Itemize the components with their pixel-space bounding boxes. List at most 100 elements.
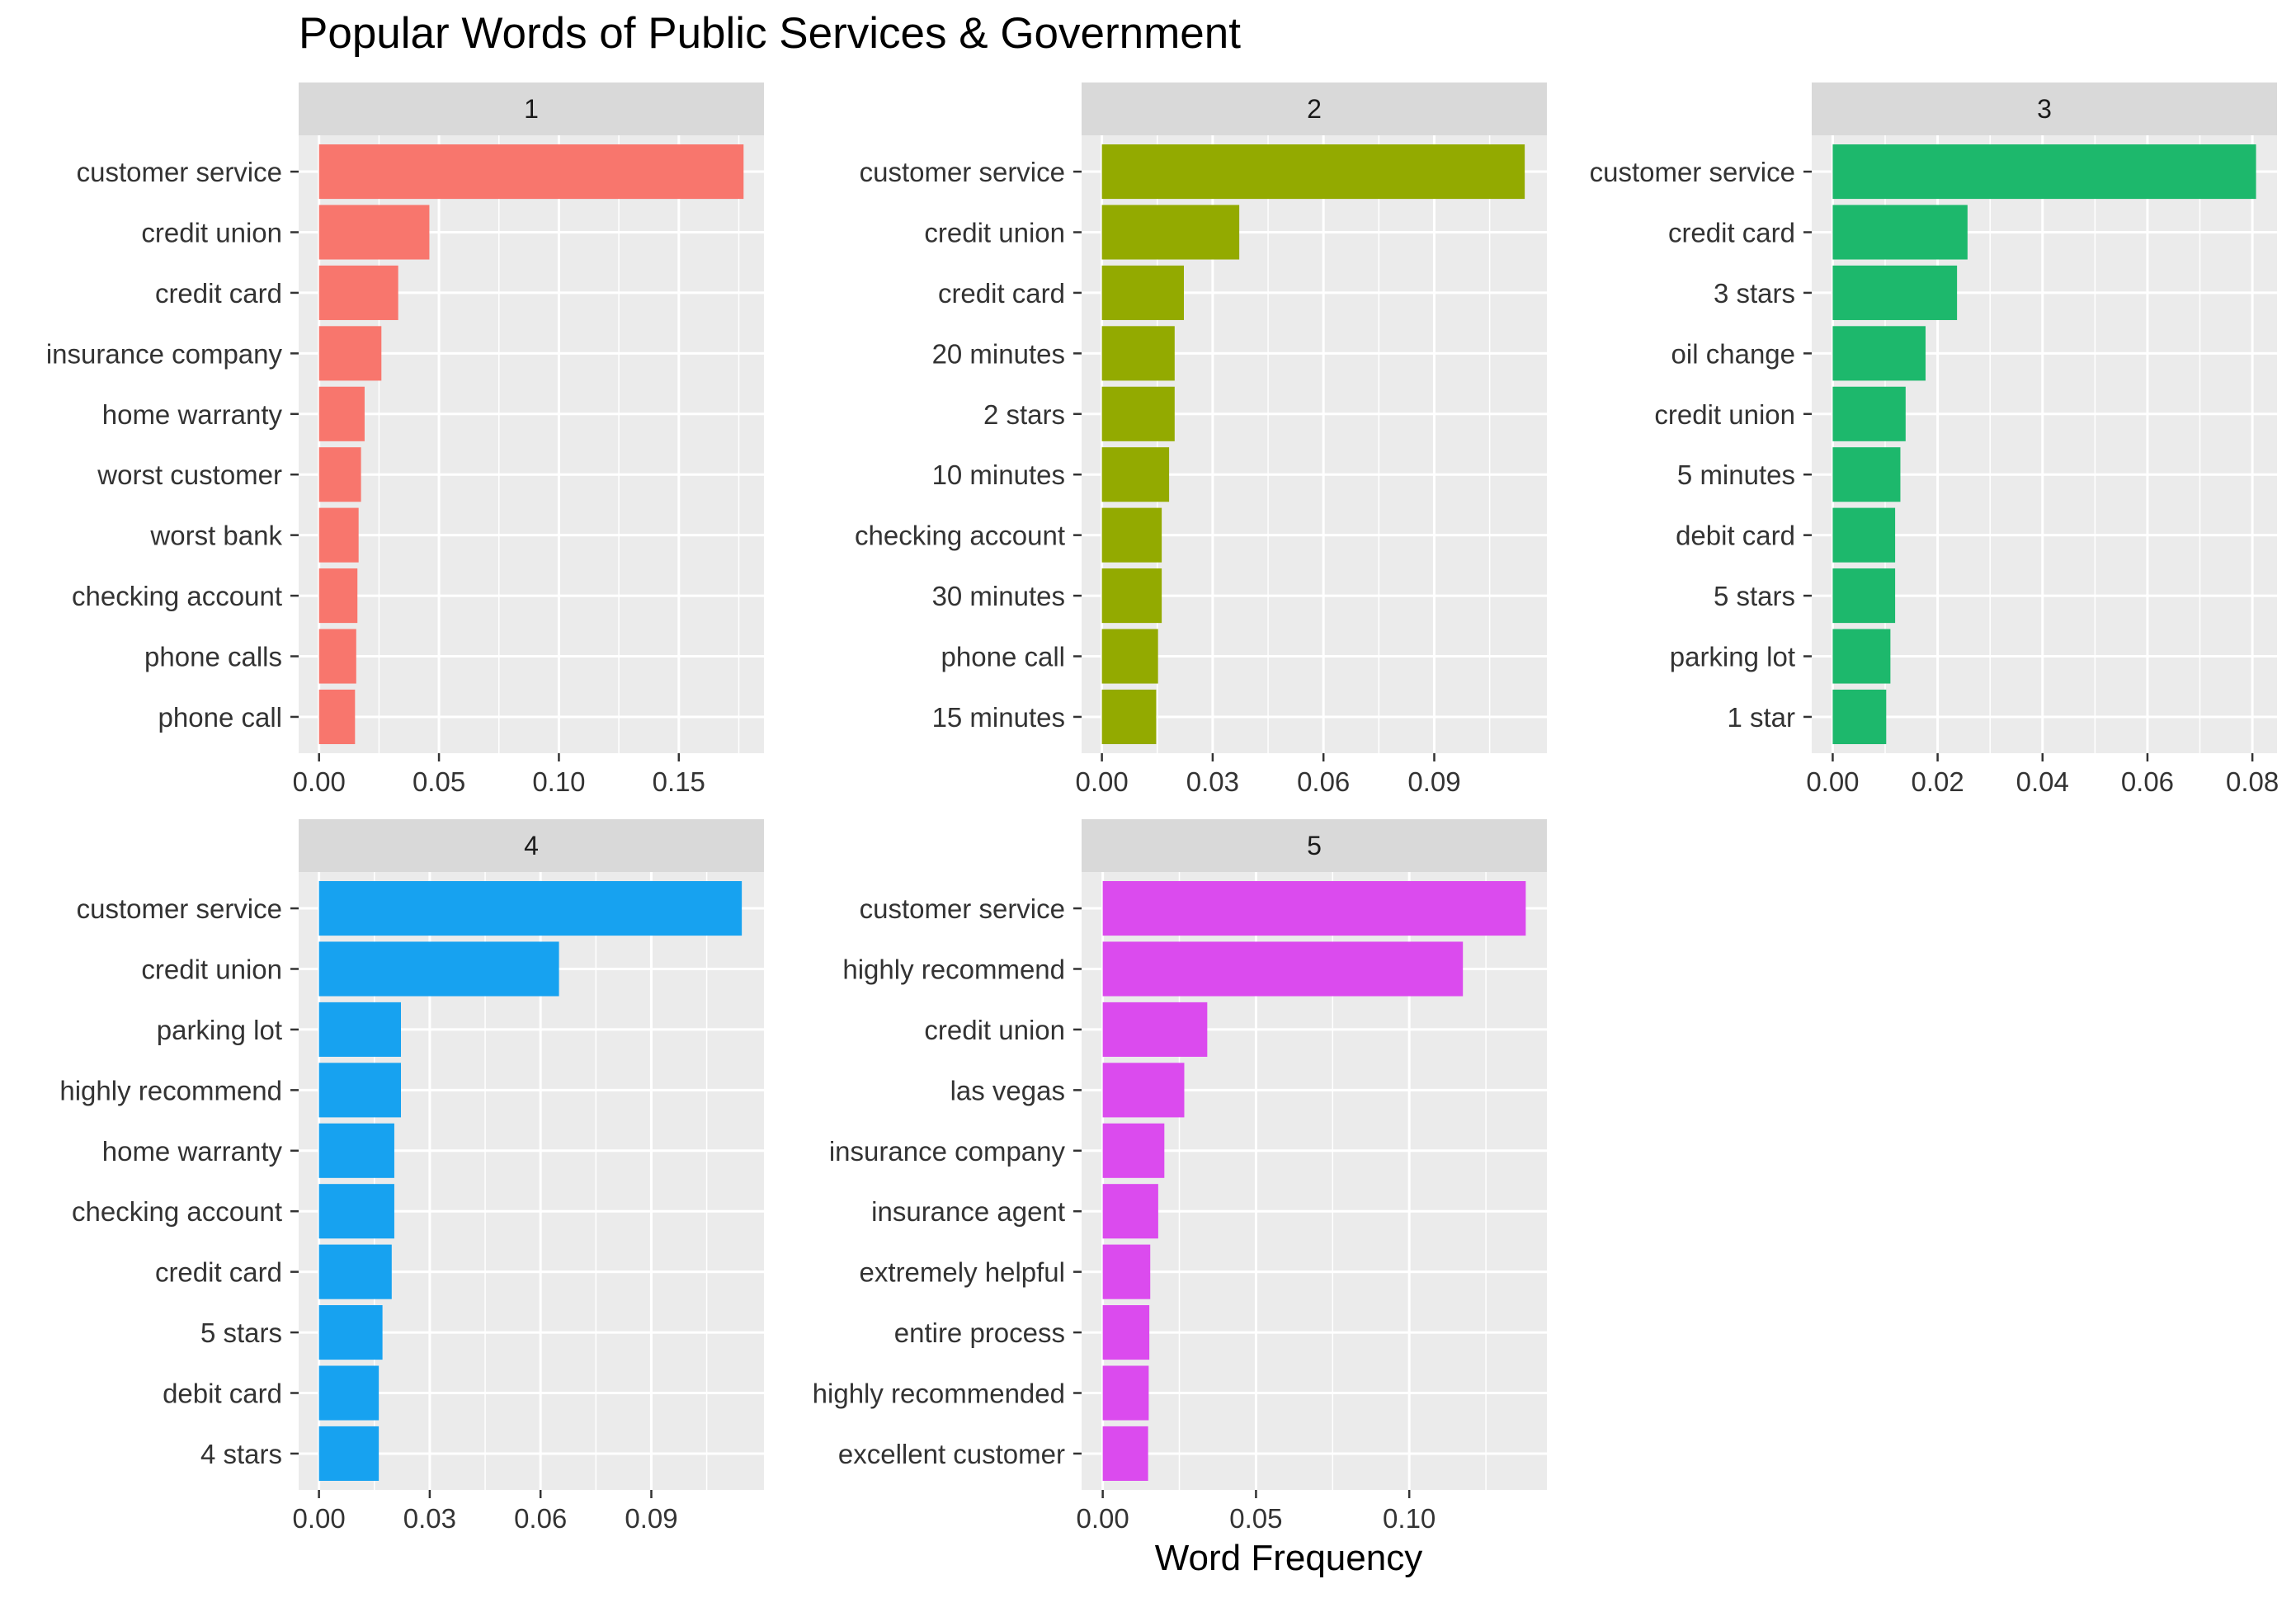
- chart-title: Popular Words of Public Services & Gover…: [299, 9, 1241, 58]
- x-tick-label: 0.00: [1076, 766, 1129, 797]
- bar: [1101, 507, 1162, 563]
- bar: [318, 689, 356, 744]
- bar: [1102, 1244, 1151, 1299]
- facet-strip-label: 4: [524, 831, 539, 860]
- category-label: 5 minutes: [1677, 460, 1795, 490]
- x-tick-label: 0.00: [1077, 1503, 1129, 1534]
- bar: [1101, 689, 1157, 744]
- facet-panel-1: 1 customer service credit union credit card…: [46, 82, 764, 797]
- facet-panel-3: 3 customer service credit card 3 stars oil c…: [1590, 82, 2279, 797]
- category-label: debit card: [1676, 521, 1795, 551]
- facet-strip: [299, 82, 764, 135]
- x-tick-label: 0.05: [1229, 1503, 1282, 1534]
- bar: [1102, 1365, 1149, 1421]
- category-label: credit card: [155, 278, 282, 309]
- category-label: highly recommended: [813, 1379, 1065, 1409]
- bar: [1832, 144, 2256, 200]
- category-label: credit union: [924, 1015, 1065, 1045]
- category-label: credit union: [924, 217, 1065, 247]
- x-tick-label: 0.06: [1297, 766, 1350, 797]
- category-label: 10 minutes: [932, 460, 1065, 490]
- bar: [1102, 1123, 1165, 1178]
- category-label: worst customer: [97, 460, 282, 490]
- x-tick-label: 0.10: [1383, 1503, 1436, 1534]
- bar: [1102, 1305, 1150, 1360]
- bar: [318, 1184, 394, 1239]
- category-label: excellent customer: [838, 1439, 1065, 1469]
- bar: [318, 507, 359, 563]
- category-label: las vegas: [950, 1075, 1065, 1105]
- category-label: entire process: [894, 1318, 1065, 1348]
- x-tick-label: 0.08: [2226, 766, 2279, 797]
- category-label: credit union: [141, 217, 282, 247]
- bar: [1101, 386, 1175, 441]
- x-tick-label: 0.09: [1407, 766, 1460, 797]
- bar: [1102, 1184, 1158, 1239]
- category-label: extremely helpful: [860, 1257, 1065, 1288]
- category-label: insurance agent: [871, 1196, 1065, 1227]
- bar: [1101, 265, 1184, 320]
- bar: [318, 326, 382, 381]
- category-label: 5 stars: [1714, 581, 1795, 611]
- category-label: highly recommend: [842, 954, 1065, 984]
- category-label: 5 stars: [200, 1318, 282, 1348]
- facet-strip-label: 3: [2037, 94, 2052, 124]
- bar: [1832, 568, 1896, 624]
- x-tick-label: 0.03: [403, 1503, 456, 1534]
- x-tick-label: 0.02: [1911, 766, 1964, 797]
- bar: [1101, 447, 1170, 502]
- x-tick-label: 0.00: [1806, 766, 1859, 797]
- facet-panels: 1 customer service credit union credit card…: [46, 82, 2279, 1534]
- bar: [1832, 265, 1958, 320]
- category-label: customer service: [77, 157, 282, 187]
- category-label: customer service: [1590, 157, 1795, 187]
- bar: [318, 1123, 394, 1178]
- category-label: phone call: [941, 642, 1065, 672]
- x-axis-label: Word Frequency: [1155, 1538, 1422, 1578]
- facet-panel-4: 4 customer service credit union parking lot…: [59, 819, 764, 1534]
- bar: [318, 881, 743, 936]
- bar: [1101, 144, 1525, 200]
- bar: [1832, 386, 1906, 441]
- bar: [318, 386, 365, 441]
- category-label: home warranty: [102, 1136, 283, 1167]
- bar: [318, 568, 358, 624]
- category-label: 20 minutes: [932, 338, 1065, 369]
- category-label: customer service: [77, 893, 282, 924]
- facet-panel-2: 2 customer service credit union credit card…: [855, 82, 1547, 797]
- bar: [1832, 205, 1968, 260]
- category-label: checking account: [855, 521, 1065, 551]
- bar: [1832, 689, 1887, 744]
- x-tick-label: 0.00: [293, 766, 346, 797]
- bar: [1102, 1002, 1208, 1057]
- category-label: 30 minutes: [932, 581, 1065, 611]
- category-label: 2 stars: [983, 399, 1065, 430]
- category-label: credit card: [938, 278, 1065, 309]
- bar: [1101, 568, 1162, 624]
- facet-strip: [1812, 82, 2277, 135]
- category-label: oil change: [1671, 338, 1795, 369]
- bar: [318, 941, 559, 997]
- category-label: phone call: [158, 702, 282, 733]
- bar: [1832, 447, 1901, 502]
- category-label: 15 minutes: [932, 702, 1065, 733]
- category-label: 4 stars: [200, 1439, 282, 1469]
- category-label: 1 star: [1727, 702, 1795, 733]
- category-label: checking account: [72, 581, 282, 611]
- facet-strip: [299, 819, 764, 872]
- category-label: home warranty: [102, 399, 283, 430]
- category-label: insurance company: [829, 1136, 1066, 1167]
- bar: [318, 265, 398, 320]
- category-label: phone calls: [144, 642, 282, 672]
- bar: [318, 1426, 380, 1481]
- facet-strip-label: 2: [1307, 94, 1322, 124]
- bar: [318, 1244, 392, 1299]
- bar: [318, 629, 356, 684]
- bar: [318, 1002, 401, 1057]
- x-tick-label: 0.15: [653, 766, 705, 797]
- bar: [1102, 941, 1464, 997]
- category-label: insurance company: [46, 338, 283, 369]
- category-label: credit union: [1654, 399, 1795, 430]
- x-tick-label: 0.06: [2121, 766, 2174, 797]
